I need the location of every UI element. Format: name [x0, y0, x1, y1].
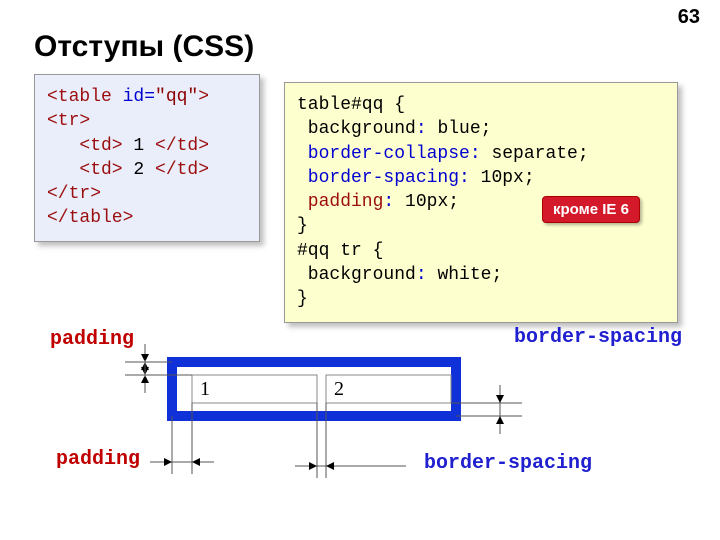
slide-title: Отступы (CSS) — [34, 30, 254, 64]
border-spacing-label-bottom: border-spacing — [424, 452, 592, 475]
box-model-diagram — [0, 322, 720, 532]
padding-label-bottom: padding — [56, 448, 140, 471]
html-code-box: <table id="qq"> <tr> <td> 1 </td> <td> 2… — [34, 74, 260, 242]
ie6-badge: кроме IE 6 — [542, 196, 640, 223]
cell-1-text: 1 — [200, 378, 210, 401]
border-spacing-label-top: border-spacing — [514, 326, 682, 349]
padding-label-top: padding — [50, 328, 134, 351]
cell-2-text: 2 — [334, 378, 344, 401]
page-number: 63 — [678, 6, 700, 29]
